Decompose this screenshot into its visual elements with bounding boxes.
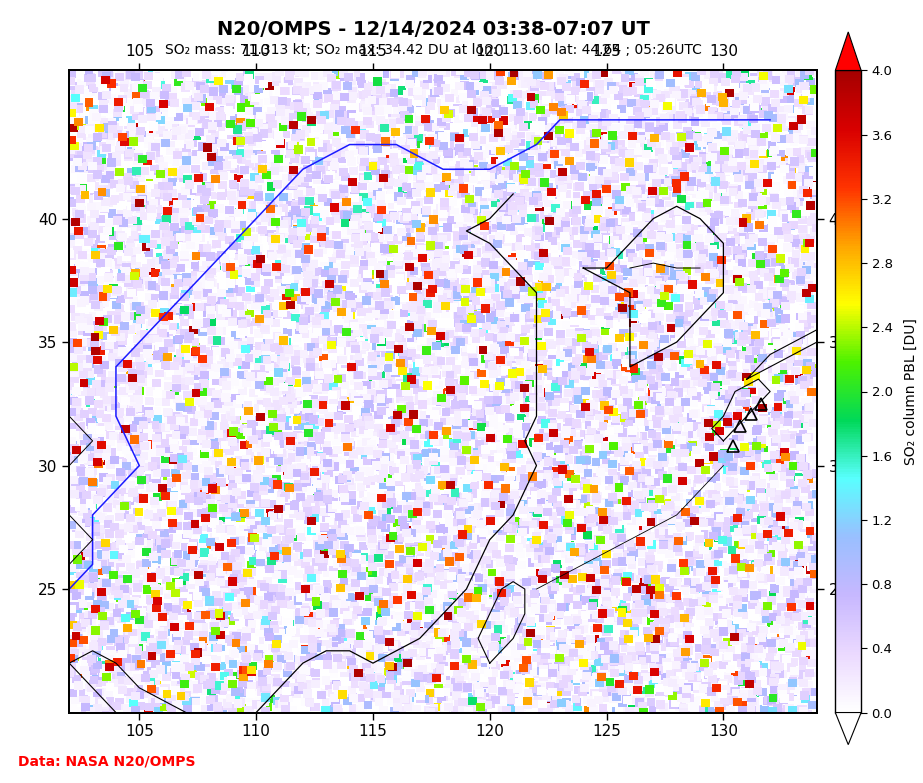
Text: SO₂ mass: 71.313 kt; SO₂ max: 34.42 DU at lon: 113.60 lat: 44.64 ; 05:26UTC: SO₂ mass: 71.313 kt; SO₂ max: 34.42 DU a… bbox=[165, 43, 702, 57]
Text: N20/OMPS - 12/14/2024 03:38-07:07 UT: N20/OMPS - 12/14/2024 03:38-07:07 UT bbox=[218, 20, 650, 38]
Text: Data: NASA N20/OMPS: Data: NASA N20/OMPS bbox=[18, 755, 196, 769]
Polygon shape bbox=[835, 32, 861, 70]
Polygon shape bbox=[835, 713, 861, 745]
Y-axis label: SO₂ column PBL [DU]: SO₂ column PBL [DU] bbox=[904, 318, 917, 465]
